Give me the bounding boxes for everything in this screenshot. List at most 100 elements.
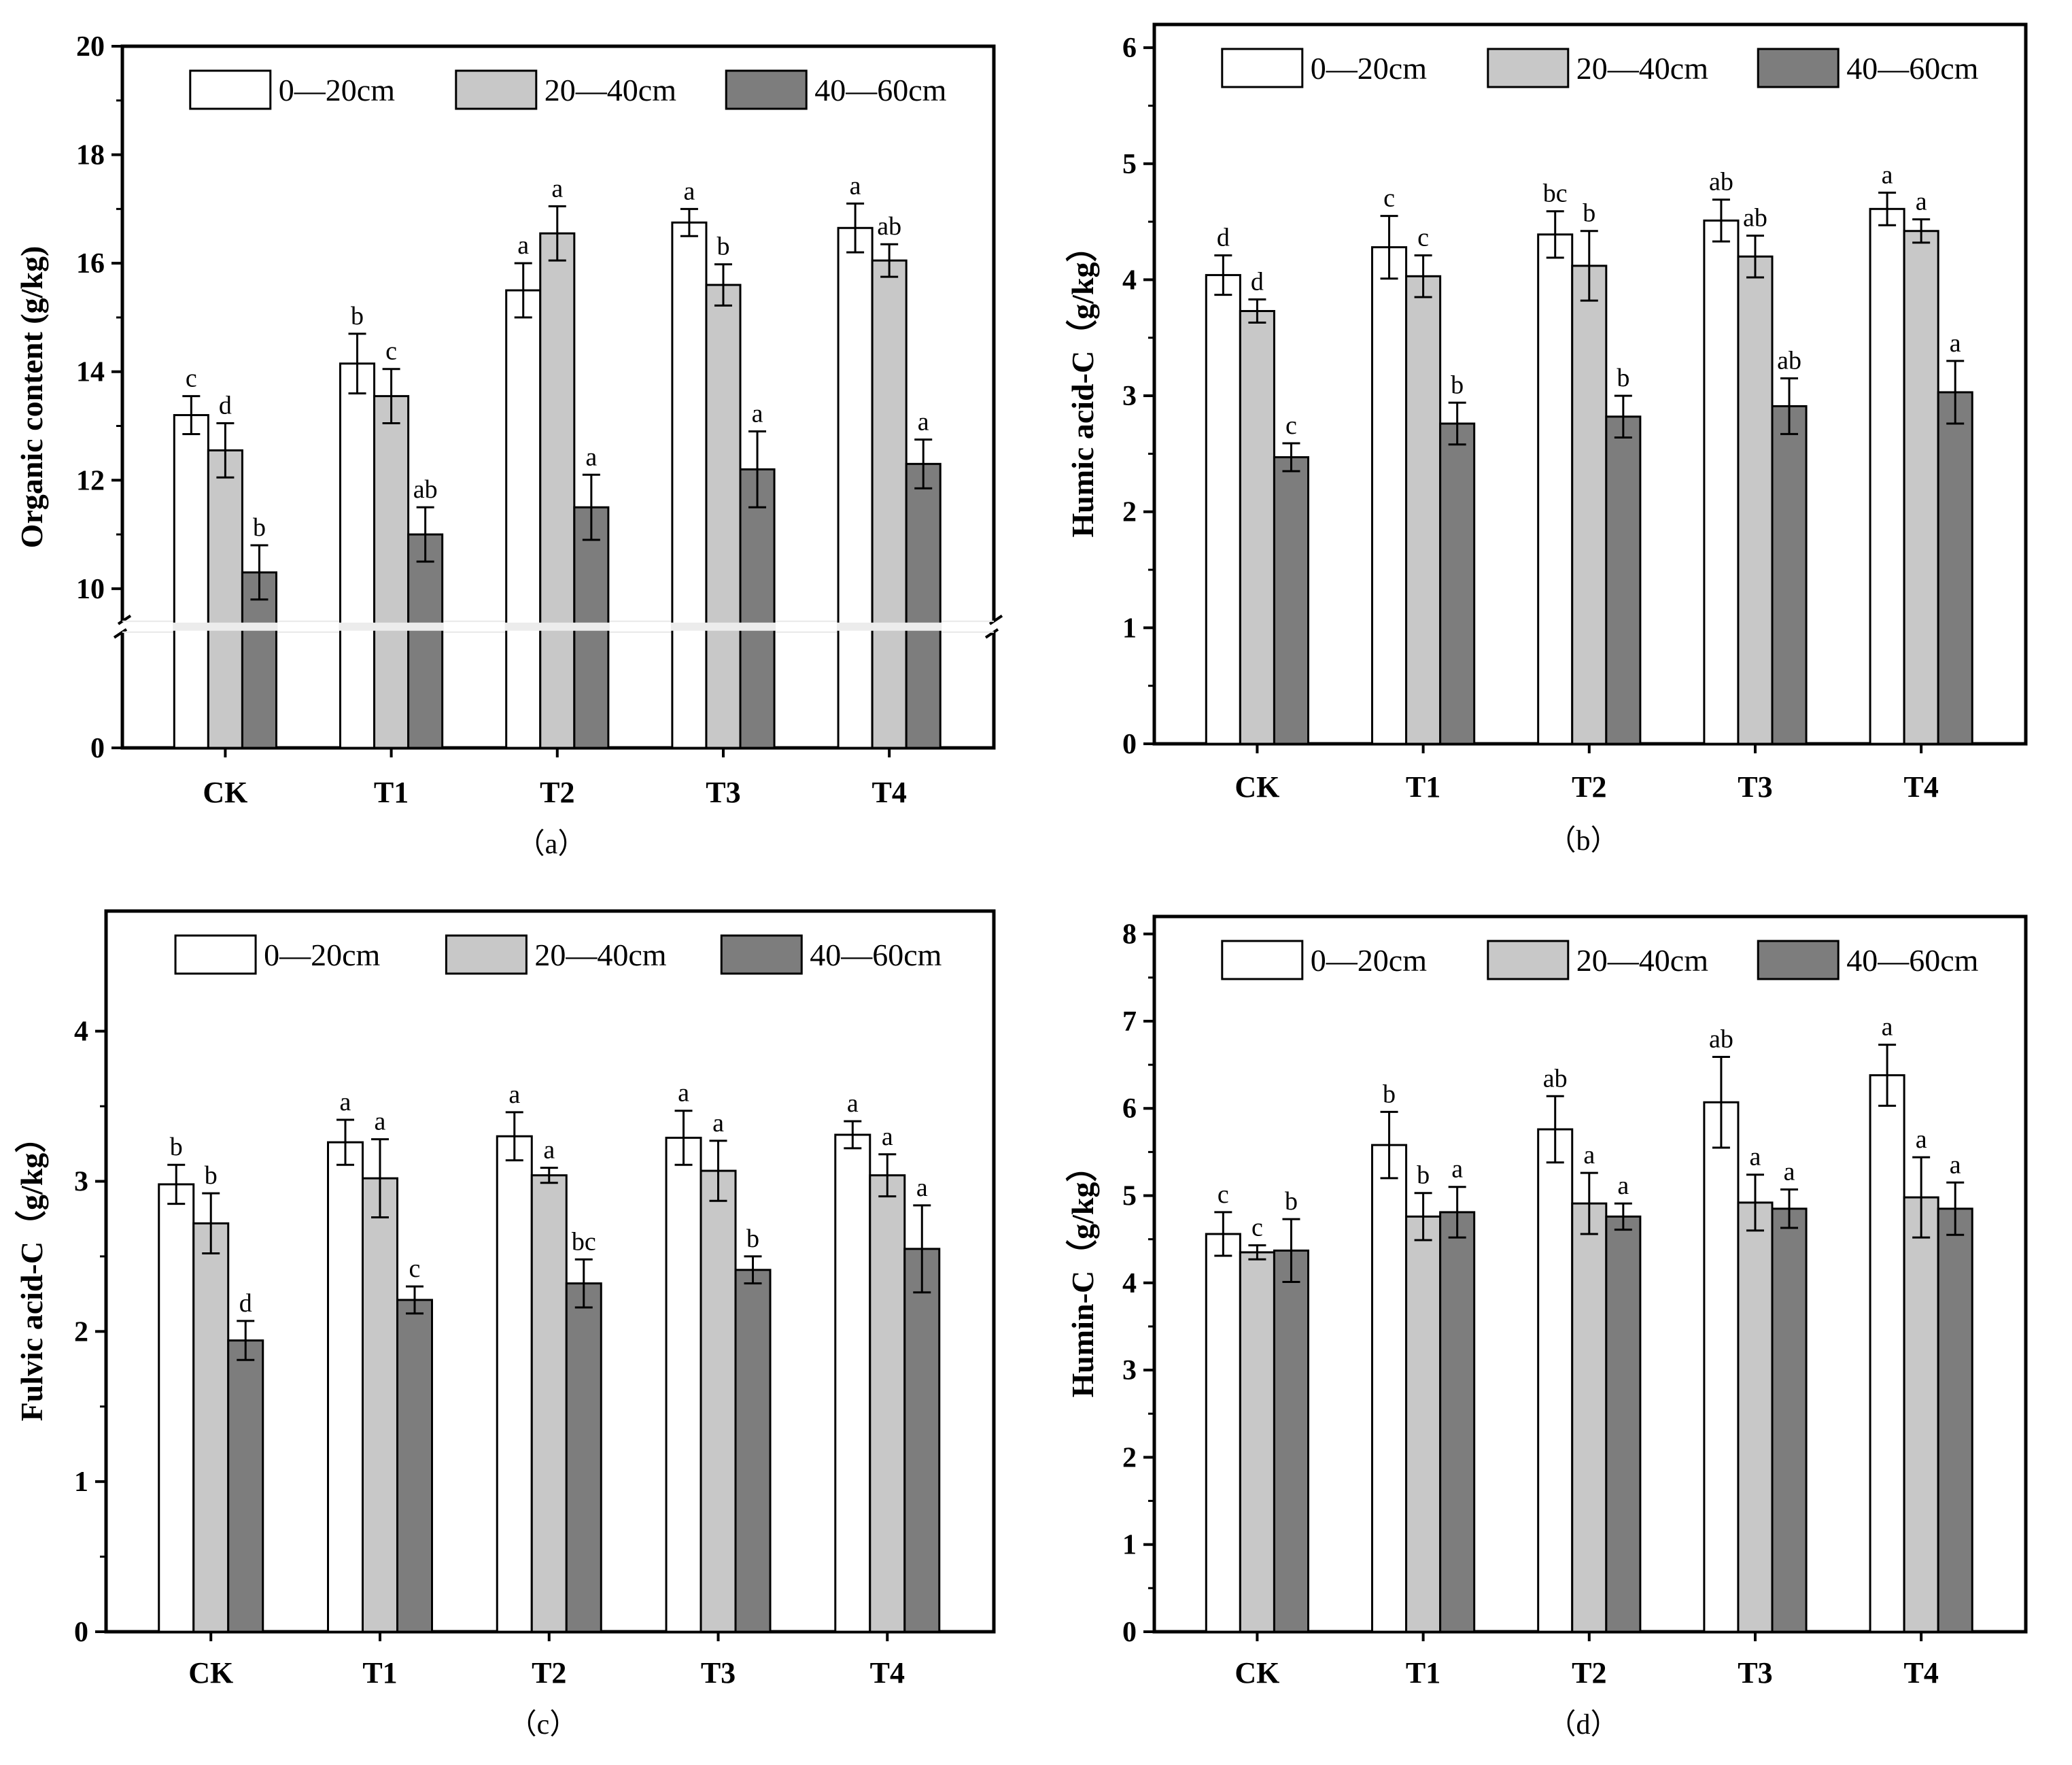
bar-d-ck-s2	[1273, 1249, 1309, 1633]
significance-label: a	[1750, 1143, 1761, 1171]
significance-label: b	[1583, 199, 1595, 228]
bar-c-t4-s2	[903, 1248, 941, 1633]
bar-a-t3-s0	[671, 221, 708, 749]
x-category-label: T4	[871, 776, 906, 809]
x-category-label: T1	[1406, 1656, 1440, 1690]
significance-label: a	[847, 1089, 859, 1118]
y-tick-label: 2	[1122, 497, 1137, 528]
bar-d-ck-s0	[1205, 1233, 1241, 1633]
legend-label: 20—40cm	[545, 73, 676, 107]
significance-label: b	[1451, 371, 1464, 399]
x-category-label: T3	[701, 1656, 736, 1690]
bar-break-gap	[407, 622, 444, 631]
y-tick-label: 6	[1122, 33, 1137, 64]
significance-label: d	[1251, 267, 1264, 296]
bar-d-t1-s2	[1439, 1211, 1476, 1633]
bar-break-gap	[738, 622, 776, 631]
y-tick-label: 1	[1122, 613, 1137, 644]
y-tick-label: 3	[74, 1167, 88, 1198]
chart-panel-b: 0123456ddcCKccbT1bcbbT2abababT3aaaT4Humi…	[1065, 22, 2028, 857]
bar-d-t4-s2	[1937, 1207, 1973, 1633]
y-tick-label: 8	[1122, 919, 1137, 950]
bar-break-gap	[871, 622, 908, 631]
bar-b-ck-s0	[1205, 274, 1241, 745]
axis-break-mark	[113, 628, 128, 639]
significance-label: b	[1285, 1187, 1298, 1216]
panel-label: （d）	[1547, 1709, 1619, 1741]
y-tick-label: 0	[1122, 729, 1137, 760]
bar-b-t1-s2	[1439, 422, 1476, 745]
significance-label: ab	[877, 212, 901, 241]
bar-d-t3-s0	[1703, 1101, 1740, 1633]
legend-swatch-0	[174, 934, 257, 975]
legend-swatch-2	[1757, 940, 1840, 980]
y-tick-label: 2	[1122, 1442, 1137, 1473]
legend-swatch-2	[1757, 48, 1840, 88]
significance-label: a	[882, 1123, 893, 1151]
legend-label: 0—20cm	[1311, 943, 1427, 978]
bar-a-t2-s0	[505, 289, 542, 749]
significance-label: ab	[413, 475, 438, 504]
significance-label: bc	[1543, 179, 1568, 208]
y-tick-label: 5	[1122, 1181, 1137, 1212]
bar-c-ck-s1	[192, 1222, 230, 1633]
bar-c-t2-s2	[565, 1282, 602, 1633]
significance-label: a	[916, 1173, 928, 1202]
significance-label: ab	[1743, 204, 1767, 233]
significance-label: b	[716, 233, 729, 261]
bar-b-t1-s1	[1405, 275, 1442, 745]
legend-label: 0—20cm	[264, 938, 380, 972]
bar-b-t2-s2	[1605, 415, 1642, 745]
y-tick-label: 4	[1122, 264, 1137, 296]
significance-label: ab	[1709, 1025, 1733, 1054]
x-category-label: T1	[362, 1656, 397, 1690]
x-category-label: CK	[203, 776, 247, 809]
significance-label: b	[1617, 364, 1629, 392]
x-category-label: T4	[1903, 770, 1938, 804]
bar-break-gap	[207, 622, 244, 631]
y-tick-label: 5	[1122, 149, 1137, 180]
y-tick-label: 2	[74, 1316, 88, 1348]
significance-label: a	[1916, 188, 1927, 216]
bar-a-t4-s2	[905, 462, 942, 749]
bar-break-gap	[241, 622, 278, 631]
axis-break-mark	[988, 615, 1003, 626]
significance-label: a	[1784, 1158, 1795, 1186]
x-category-label: T3	[1738, 770, 1772, 804]
axis-break-mark	[984, 628, 999, 639]
significance-label: a	[375, 1108, 386, 1136]
legend-label: 40—60cm	[814, 73, 946, 107]
bar-a-t2-s1	[539, 232, 576, 749]
y-axis-title: Humin-C（g/kg）	[1065, 1151, 1100, 1398]
x-category-label: T3	[1738, 1656, 1772, 1690]
bar-c-t1-s2	[396, 1299, 433, 1633]
y-tick-label: 0	[1122, 1617, 1137, 1648]
y-tick-label: 3	[1122, 381, 1137, 412]
bar-b-t3-s2	[1771, 405, 1808, 745]
axis-break-mark	[117, 615, 132, 626]
significance-label: c	[1218, 1180, 1229, 1209]
bar-break-gap	[538, 622, 576, 631]
y-tick-label: 20	[76, 31, 105, 63]
bar-c-ck-s2	[227, 1339, 264, 1633]
significance-label: b	[746, 1224, 759, 1253]
bar-d-ck-s1	[1239, 1251, 1275, 1633]
bar-break-gap	[373, 622, 410, 631]
bar-a-ck-s2	[241, 571, 277, 749]
bar-d-t2-s0	[1537, 1128, 1574, 1633]
legend-swatch-2	[725, 69, 808, 110]
significance-label: bc	[572, 1227, 596, 1256]
bar-d-t3-s2	[1771, 1207, 1808, 1633]
panel-label: （a）	[517, 829, 587, 860]
x-category-label: T3	[706, 776, 740, 809]
bar-d-t4-s1	[1903, 1196, 1939, 1633]
legend-swatch-0	[1221, 48, 1304, 88]
bar-break-gap	[704, 622, 742, 631]
chart-panel-a: 0101214161820cdbCKbcabT1aaaT2abaT3aabaT4…	[14, 31, 1003, 860]
y-tick-label: 4	[1122, 1268, 1137, 1299]
bar-a-t1-s1	[373, 395, 410, 749]
legend-swatch-1	[1487, 940, 1570, 980]
bar-b-t2-s0	[1537, 233, 1574, 745]
significance-label: ab	[1709, 168, 1733, 196]
